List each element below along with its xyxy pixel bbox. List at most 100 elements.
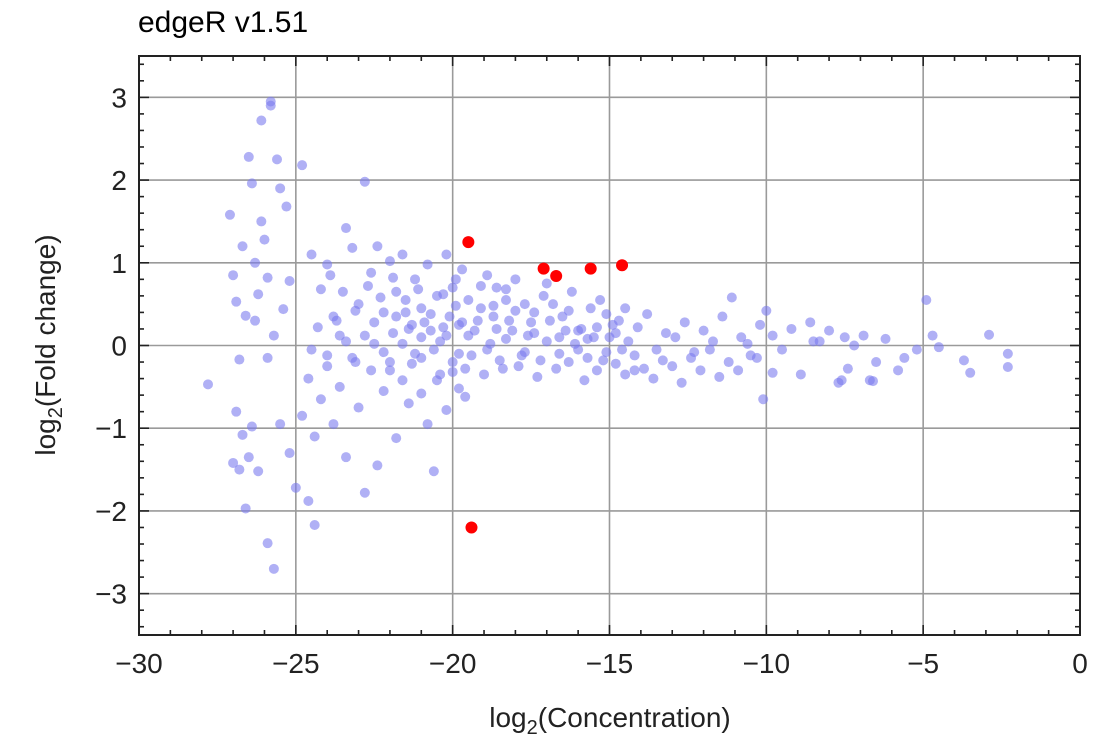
data-point xyxy=(526,317,537,328)
data-point xyxy=(620,369,631,380)
data-point xyxy=(328,419,339,430)
x-axis-label-prefix: log xyxy=(489,702,526,733)
y-tick-label: 2 xyxy=(111,165,127,196)
data-point xyxy=(714,371,725,382)
data-point xyxy=(808,336,819,347)
data-point xyxy=(497,363,508,374)
data-point xyxy=(243,151,254,162)
data-point xyxy=(758,394,769,405)
data-point xyxy=(726,292,737,303)
data-point xyxy=(416,388,427,399)
data-point xyxy=(359,487,370,498)
x-tick-label: −25 xyxy=(272,648,320,679)
data-point xyxy=(563,357,574,368)
data-point xyxy=(795,369,806,380)
data-point xyxy=(842,363,853,374)
data-point xyxy=(315,394,326,405)
data-point xyxy=(447,366,458,377)
data-point xyxy=(736,332,747,343)
x-axis-label-text: (Concentration) xyxy=(538,702,731,733)
data-point xyxy=(927,330,938,341)
data-point xyxy=(309,519,320,530)
data-point xyxy=(466,350,477,361)
data-point xyxy=(290,482,301,493)
data-point xyxy=(253,289,264,300)
data-point xyxy=(372,241,383,252)
data-point xyxy=(535,355,546,366)
highlighted-data-point xyxy=(550,270,563,283)
data-point xyxy=(723,357,734,368)
data-point xyxy=(419,317,430,328)
data-point xyxy=(246,178,257,189)
data-point xyxy=(491,282,502,293)
data-point xyxy=(431,375,442,386)
data-point xyxy=(237,429,248,440)
data-point xyxy=(519,299,530,310)
data-point xyxy=(400,307,411,318)
data-point xyxy=(623,336,634,347)
data-point xyxy=(384,365,395,376)
data-point xyxy=(880,333,891,344)
data-point xyxy=(871,357,882,368)
data-point xyxy=(595,295,606,306)
data-point xyxy=(341,336,352,347)
y-tick-label: −2 xyxy=(95,496,127,527)
data-point xyxy=(450,300,461,311)
data-point xyxy=(500,333,511,344)
data-point xyxy=(836,375,847,386)
data-point xyxy=(275,183,286,194)
data-point xyxy=(262,352,273,363)
data-point xyxy=(347,242,358,253)
data-point xyxy=(284,275,295,286)
data-point xyxy=(284,448,295,459)
data-point xyxy=(416,303,427,314)
y-tick-label: 3 xyxy=(111,82,127,113)
data-point xyxy=(563,305,574,316)
data-point xyxy=(388,272,399,283)
data-point xyxy=(403,398,414,409)
data-point xyxy=(297,410,308,421)
data-point xyxy=(541,336,552,347)
data-point xyxy=(460,363,471,374)
data-point xyxy=(786,323,797,334)
data-point xyxy=(529,307,540,318)
data-point xyxy=(620,303,631,314)
svg-text:log2(Concentration): log2(Concentration) xyxy=(489,702,730,739)
data-point xyxy=(965,367,976,378)
data-point xyxy=(312,322,323,333)
data-point xyxy=(541,278,552,289)
data-point xyxy=(893,365,904,376)
data-point xyxy=(253,466,264,477)
data-point xyxy=(306,249,317,260)
data-point xyxy=(491,323,502,334)
data-point xyxy=(751,352,762,363)
data-point xyxy=(601,347,612,358)
highlighted-data-point xyxy=(616,259,629,272)
data-point xyxy=(510,274,521,285)
data-point xyxy=(554,348,565,359)
data-point xyxy=(591,365,602,376)
data-point xyxy=(617,344,628,355)
data-point xyxy=(767,330,778,341)
data-point xyxy=(632,322,643,333)
x-tick-label: −5 xyxy=(907,648,939,679)
data-point xyxy=(422,259,433,270)
highlighted-data-point xyxy=(584,262,597,275)
data-point xyxy=(378,385,389,396)
chart-title: edgeR v1.51 xyxy=(138,6,309,39)
data-point xyxy=(858,330,869,341)
data-point xyxy=(450,274,461,285)
y-tick-label: −1 xyxy=(95,413,127,444)
data-point xyxy=(733,365,744,376)
data-point xyxy=(708,336,719,347)
data-point xyxy=(475,280,486,291)
data-point xyxy=(391,286,402,297)
data-point xyxy=(341,452,352,463)
data-point xyxy=(485,338,496,349)
y-axis-label-sub: 2 xyxy=(45,407,67,418)
data-point xyxy=(262,272,273,283)
data-point xyxy=(391,311,402,322)
data-point xyxy=(824,325,835,336)
data-point xyxy=(240,503,251,514)
